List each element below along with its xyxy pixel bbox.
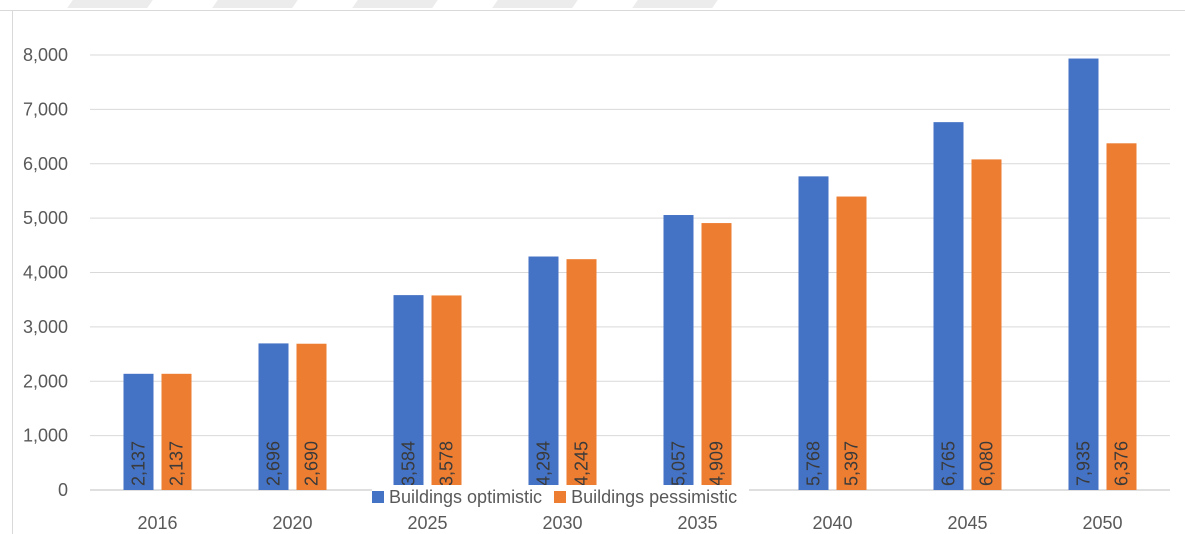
bar-pessimistic: [836, 196, 867, 490]
bar-pessimistic: [701, 223, 732, 490]
bar-optimistic: [258, 343, 289, 490]
x-tick-label: 2020: [272, 513, 312, 533]
chart-frame-left: [12, 10, 13, 534]
data-label: 2,137: [129, 441, 149, 486]
y-tick-label: 5,000: [23, 208, 68, 228]
data-label: 4,245: [572, 441, 592, 486]
legend-label-pessimistic: Buildings pessimistic: [571, 486, 738, 507]
bar-pessimistic: [296, 343, 327, 490]
data-label: 4,909: [707, 441, 727, 486]
legend-swatch-pessimistic: [554, 491, 567, 503]
bar-optimistic: [528, 256, 559, 490]
x-tick-label: 2045: [947, 513, 987, 533]
y-tick-label: 2,000: [23, 371, 68, 391]
legend-label-optimistic: Buildings optimistic: [389, 486, 543, 507]
data-label: 7,935: [1074, 441, 1094, 486]
y-tick-label: 1,000: [23, 426, 68, 446]
x-tick-label: 2025: [407, 513, 447, 533]
data-label: 3,584: [399, 441, 419, 486]
data-label: 4,294: [534, 441, 554, 486]
bar-pessimistic: [431, 295, 462, 490]
data-label: 6,080: [977, 441, 997, 486]
x-tick-label: 2035: [677, 513, 717, 533]
bar-pessimistic: [566, 259, 597, 490]
legend-item-optimistic: Buildings optimistic: [372, 487, 542, 508]
y-tick-label: 8,000: [23, 45, 68, 65]
x-tick-label: 2050: [1082, 513, 1122, 533]
x-tick-label: 2016: [137, 513, 177, 533]
data-label: 2,696: [264, 441, 284, 486]
data-label: 2,690: [302, 441, 322, 486]
legend-item-pessimistic: Buildings pessimistic: [554, 487, 737, 508]
bar-optimistic: [798, 176, 829, 491]
legend-swatch-optimistic: [372, 491, 384, 503]
y-tick-label: 7,000: [23, 99, 68, 119]
y-tick-label: 3,000: [23, 317, 68, 337]
bar-optimistic: [933, 122, 964, 490]
bar-pessimistic: [161, 373, 192, 490]
chart-frame-top: [0, 10, 1185, 11]
y-tick-label: 4,000: [23, 263, 68, 283]
legend: Buildings optimistic Buildings pessimist…: [372, 485, 750, 509]
data-label: 5,768: [804, 441, 824, 486]
x-tick-label: 2030: [542, 513, 582, 533]
data-label: 6,376: [1112, 441, 1132, 486]
bar-optimistic: [393, 295, 424, 490]
bar-optimistic: [1068, 58, 1099, 491]
bar-optimistic: [123, 373, 154, 490]
data-label: 6,765: [939, 441, 959, 486]
bar-pessimistic: [1106, 143, 1137, 490]
data-label: 3,578: [437, 441, 457, 486]
data-label: 5,397: [842, 441, 862, 486]
bar-optimistic: [663, 215, 694, 490]
x-tick-label: 2040: [812, 513, 852, 533]
bar-pessimistic: [971, 159, 1002, 490]
data-label: 2,137: [167, 441, 187, 486]
y-tick-label: 0: [58, 480, 68, 500]
y-tick-label: 6,000: [23, 154, 68, 174]
data-label: 5,057: [669, 441, 689, 486]
